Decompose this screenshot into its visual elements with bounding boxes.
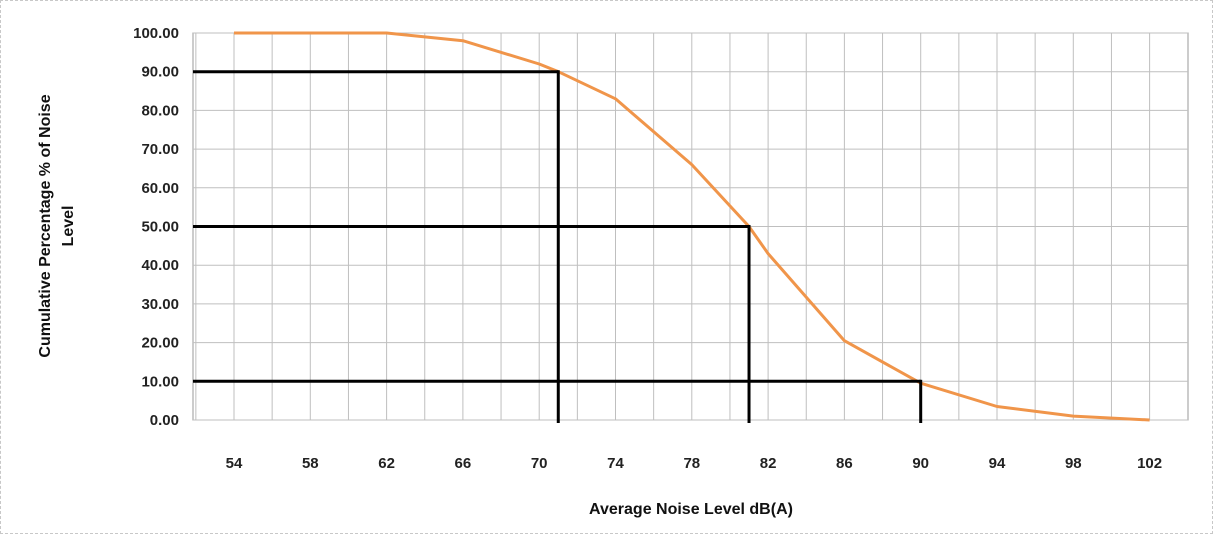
x-tick-label: 58: [302, 455, 319, 472]
y-tick-label: 30.00: [141, 296, 179, 313]
reference-lines: [193, 70, 923, 423]
y-tick-label: 0.00: [150, 412, 179, 429]
x-axis-title: Average Noise Level dB(A): [589, 501, 793, 518]
x-tick-label: 98: [1065, 455, 1082, 472]
x-tick-label: 82: [760, 455, 777, 472]
x-tick-label: 54: [226, 455, 243, 472]
y-axis-title-line-1: Cumulative Percentage % of Noise: [37, 94, 54, 357]
data-series: [234, 31, 1150, 422]
x-tick-label: 78: [683, 455, 700, 472]
y-tick-label: 90.00: [141, 64, 179, 81]
y-tick-label: 40.00: [141, 257, 179, 274]
y-tick-label: 20.00: [141, 335, 179, 352]
tick-labels: 0.00 10.00 20.00 30.00 40.00 50.00 60.00 70.00 8…: [133, 25, 1162, 472]
x-tick-label: 90: [912, 455, 929, 472]
y-axis-title: Cumulative Percentage % of Noise Level: [37, 94, 77, 357]
cumulative-noise-line: [234, 31, 1150, 422]
x-tick-label: 62: [378, 455, 395, 472]
y-tick-label: 10.00: [141, 373, 179, 390]
y-tick-label: 50.00: [141, 219, 179, 236]
y-tick-label: 60.00: [141, 180, 179, 197]
x-tick-label: 70: [531, 455, 548, 472]
x-tick-label: 86: [836, 455, 853, 472]
y-tick-label: 100.00: [133, 25, 179, 42]
x-tick-label: 66: [455, 455, 472, 472]
x-tick-label: 74: [607, 455, 624, 472]
y-axis-title-line-2: Level: [60, 206, 77, 247]
y-tick-label: 80.00: [141, 102, 179, 119]
y-tick-label: 70.00: [141, 141, 179, 158]
x-tick-label: 102: [1137, 455, 1162, 472]
x-tick-label: 94: [989, 455, 1006, 472]
